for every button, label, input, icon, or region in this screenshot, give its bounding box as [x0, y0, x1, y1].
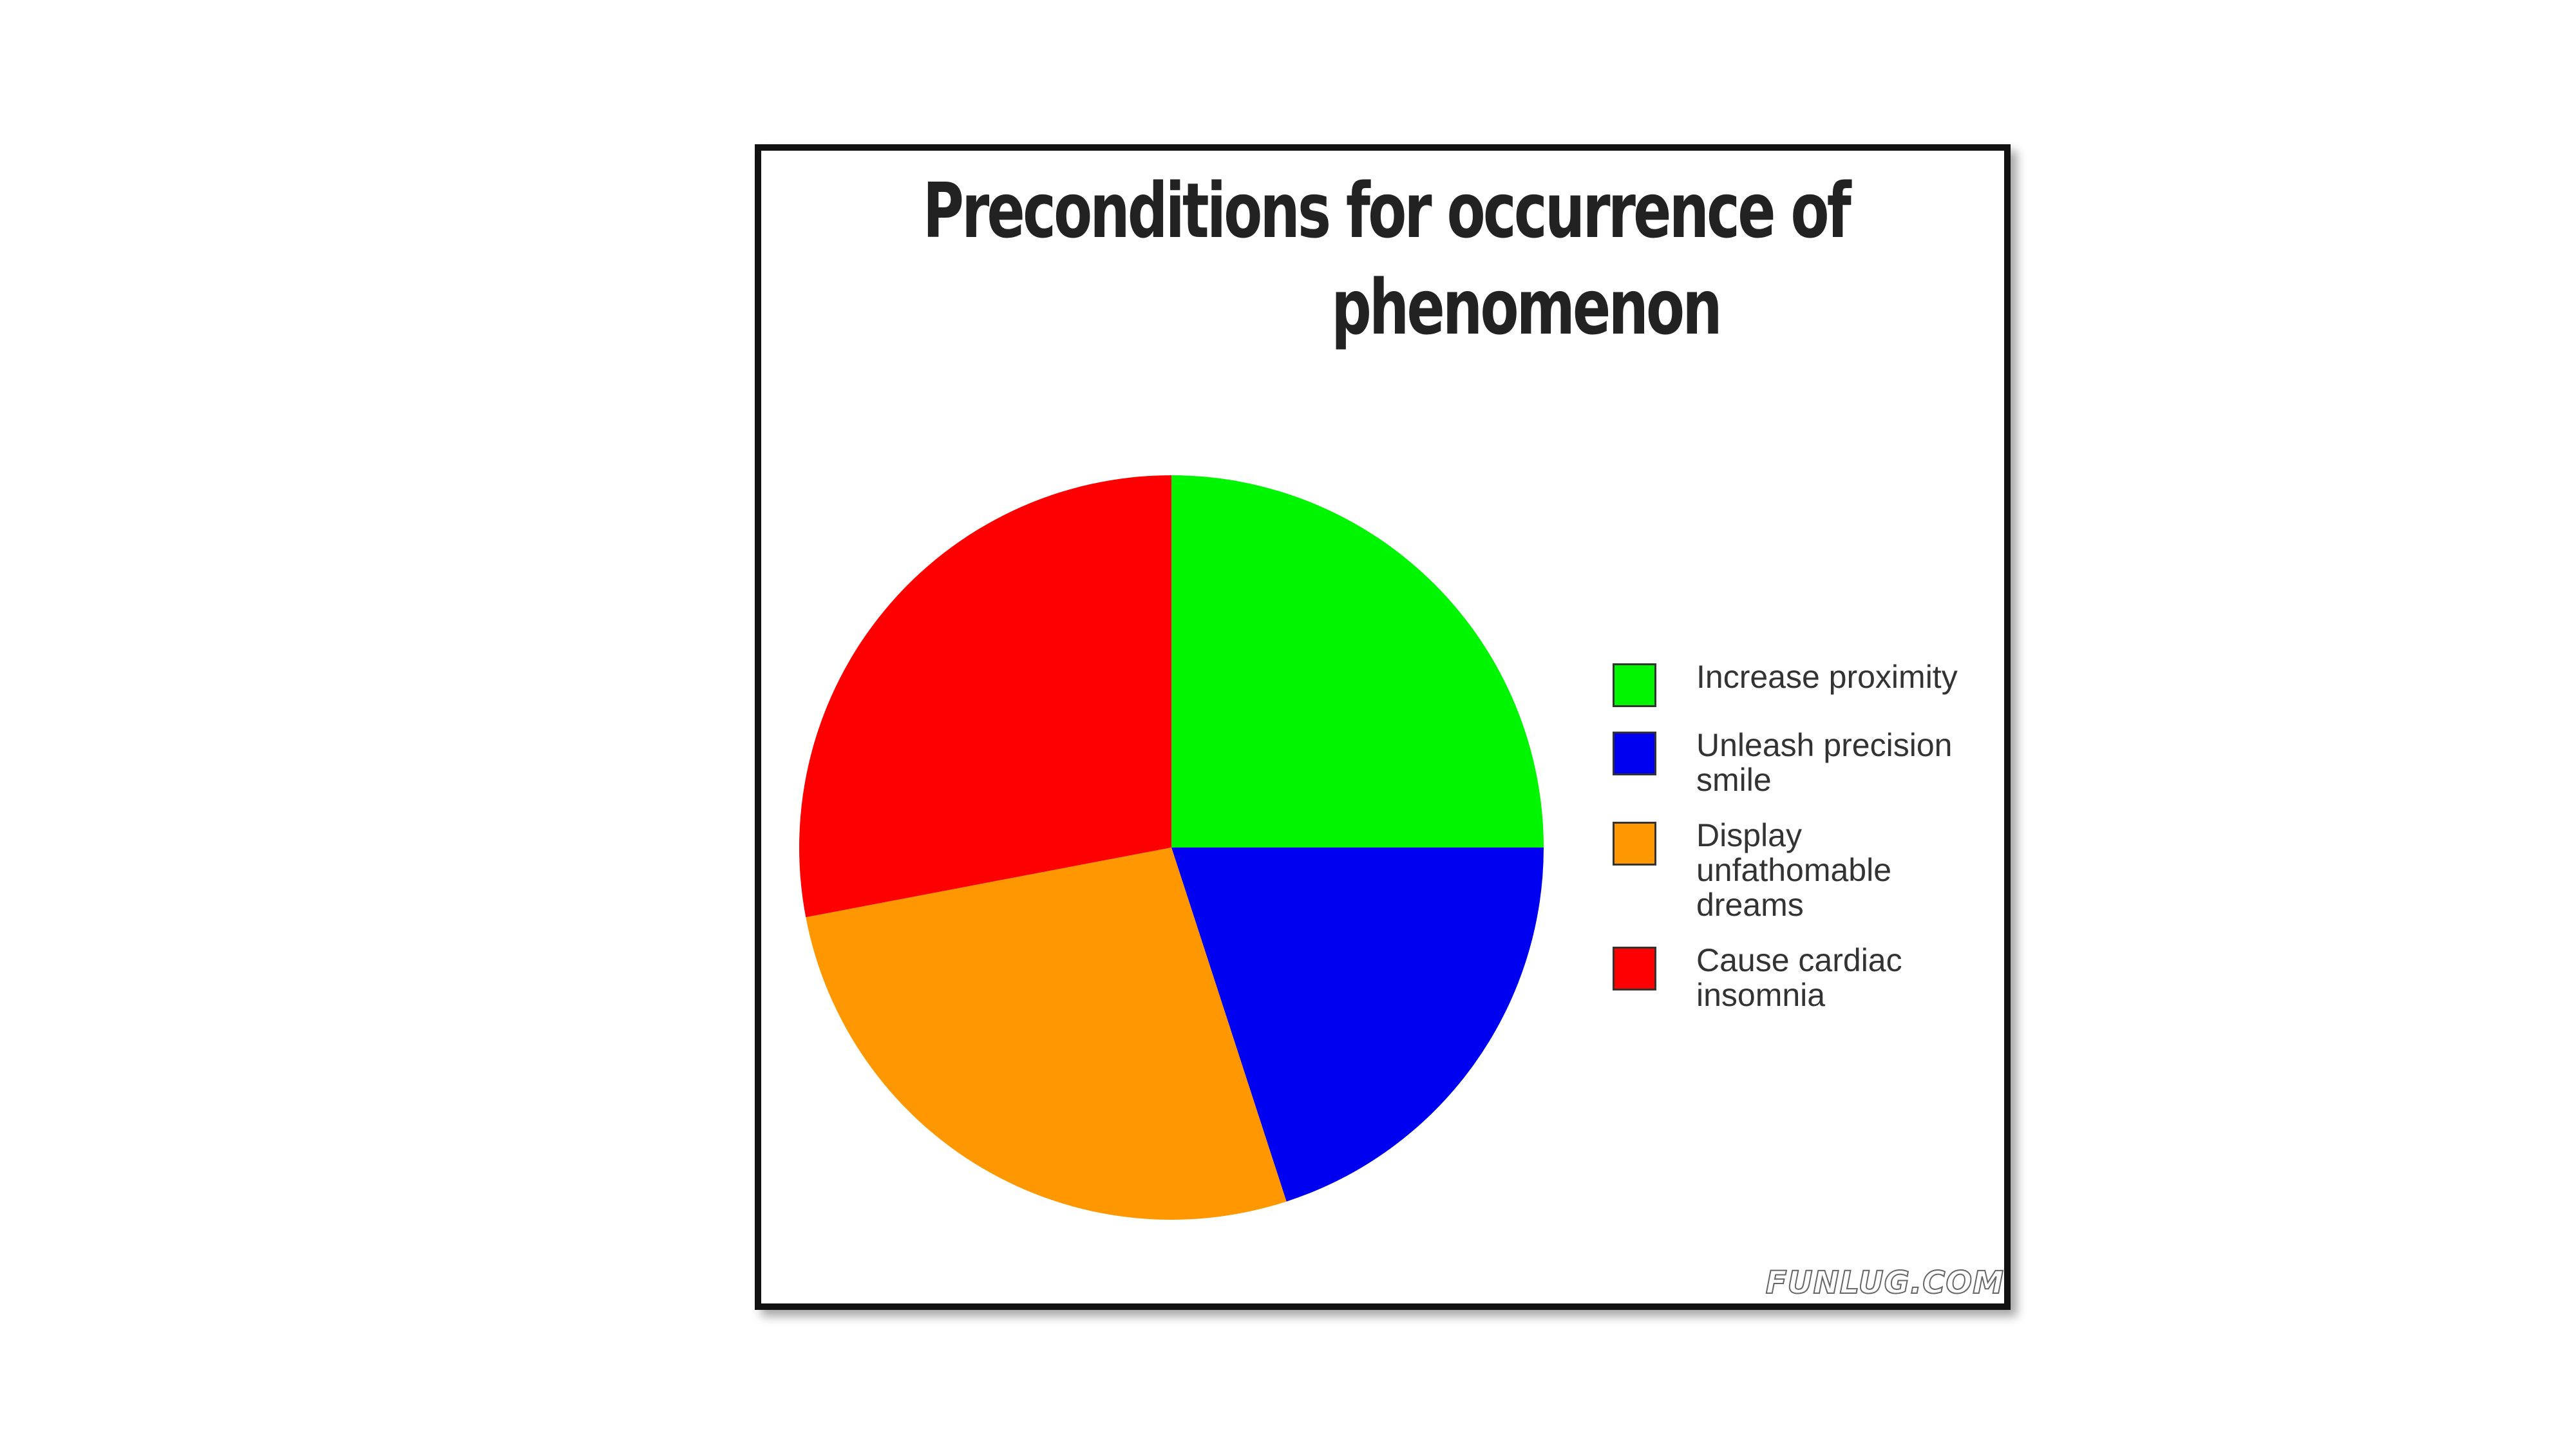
legend-label: Increase proximity — [1696, 659, 1958, 695]
legend-item-unleash-precision-smile: Unleash precision smile — [1613, 728, 1973, 797]
legend: Increase proximity Unleash precision smi… — [1613, 659, 1973, 1033]
chart-title: Preconditions for occurrence of phenomen… — [922, 162, 1852, 355]
pie-slice-unleash-precision-smile — [1171, 848, 1544, 1202]
chart-frame: Preconditions for occurrence of phenomen… — [755, 144, 2011, 1310]
chart-title-line-2: phenomenon — [1331, 263, 1722, 352]
pie-slice-increase-proximity — [1171, 475, 1544, 848]
legend-swatch — [1613, 947, 1656, 990]
legend-label: Display unfathomable dreams — [1696, 817, 1892, 923]
pie-chart — [799, 475, 1544, 1220]
legend-swatch — [1613, 822, 1656, 866]
legend-item-display-unfathomable-dreams: Display unfathomable dreams — [1613, 818, 1973, 922]
pie-slice-display-unfathomable-dreams — [806, 848, 1287, 1220]
legend-swatch — [1613, 663, 1656, 707]
legend-label: Unleash precision smile — [1696, 727, 1953, 798]
legend-label: Cause cardiac insomnia — [1696, 942, 1902, 1013]
chart-title-line-1: Preconditions for occurrence of — [922, 166, 1852, 255]
legend-item-cause-cardiac-insomnia: Cause cardiac insomnia — [1613, 943, 1973, 1012]
watermark: FUNLUG.COM — [1765, 1264, 2004, 1302]
legend-swatch — [1613, 732, 1656, 775]
pie-slice-cause-cardiac-insomnia — [799, 475, 1171, 918]
legend-item-increase-proximity: Increase proximity — [1613, 659, 1973, 707]
